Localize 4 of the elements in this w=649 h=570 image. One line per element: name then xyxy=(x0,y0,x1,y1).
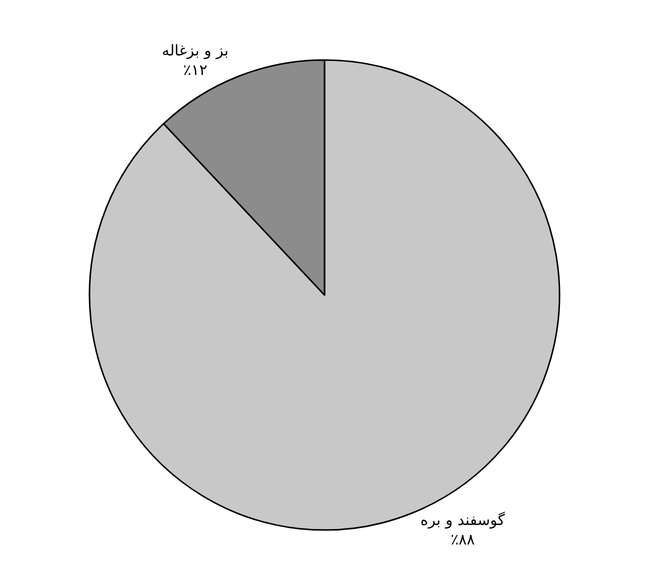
data-label: ٪۸۸ xyxy=(450,530,475,548)
slice-label: گوسفند و بره xyxy=(420,510,506,529)
data-label: ٪۱۲ xyxy=(183,61,208,80)
slice-label: بز و بزغاله xyxy=(162,42,229,60)
